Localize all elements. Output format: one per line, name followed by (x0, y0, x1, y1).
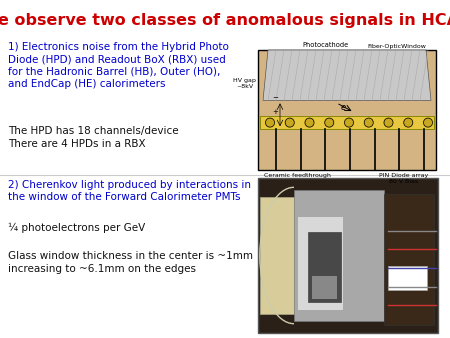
Text: −: − (272, 95, 278, 101)
Circle shape (266, 118, 274, 127)
Bar (384, 193, 434, 325)
Text: We observe two classes of anomalous signals in HCAL: We observe two classes of anomalous sign… (0, 13, 450, 28)
Text: Ceramic feedthrough: Ceramic feedthrough (264, 173, 331, 178)
Circle shape (345, 118, 354, 127)
Circle shape (305, 118, 314, 127)
Bar (258, 178, 438, 333)
Text: 2) Cherenkov light produced by interactions in
the window of the Forward Calorim: 2) Cherenkov light produced by interacti… (8, 180, 251, 202)
Text: The HPD has 18 channels/device
There are 4 HPDs in a RBX: The HPD has 18 channels/device There are… (8, 126, 179, 149)
Bar (294, 190, 384, 321)
Bar (308, 232, 341, 302)
Circle shape (364, 118, 373, 127)
Text: e: e (341, 103, 346, 112)
Text: HV gap
~8kV: HV gap ~8kV (233, 78, 256, 89)
Bar (260, 116, 434, 129)
Text: PIN Diode array
80 V Bias: PIN Diode array 80 V Bias (379, 173, 428, 184)
Bar (387, 266, 427, 290)
Circle shape (404, 118, 413, 127)
Circle shape (384, 118, 393, 127)
Text: Photocathode: Photocathode (302, 42, 349, 48)
Bar (312, 275, 337, 299)
Text: +: + (272, 110, 278, 115)
Bar (260, 197, 300, 314)
Text: Fiber-OpticWindow: Fiber-OpticWindow (367, 44, 426, 49)
Text: ¼ photoelectrons per GeV: ¼ photoelectrons per GeV (8, 223, 145, 233)
Bar (258, 50, 436, 170)
Polygon shape (263, 50, 431, 100)
Bar (297, 217, 342, 310)
Circle shape (423, 118, 432, 127)
Circle shape (325, 118, 334, 127)
Circle shape (285, 118, 294, 127)
Text: Glass window thickness in the center is ~1mm
increasing to ~6.1mm on the edges: Glass window thickness in the center is … (8, 251, 253, 274)
Text: 1) Electronics noise from the Hybrid Photo
Diode (HPD) and Readout BoX (RBX) use: 1) Electronics noise from the Hybrid Pho… (8, 42, 229, 89)
